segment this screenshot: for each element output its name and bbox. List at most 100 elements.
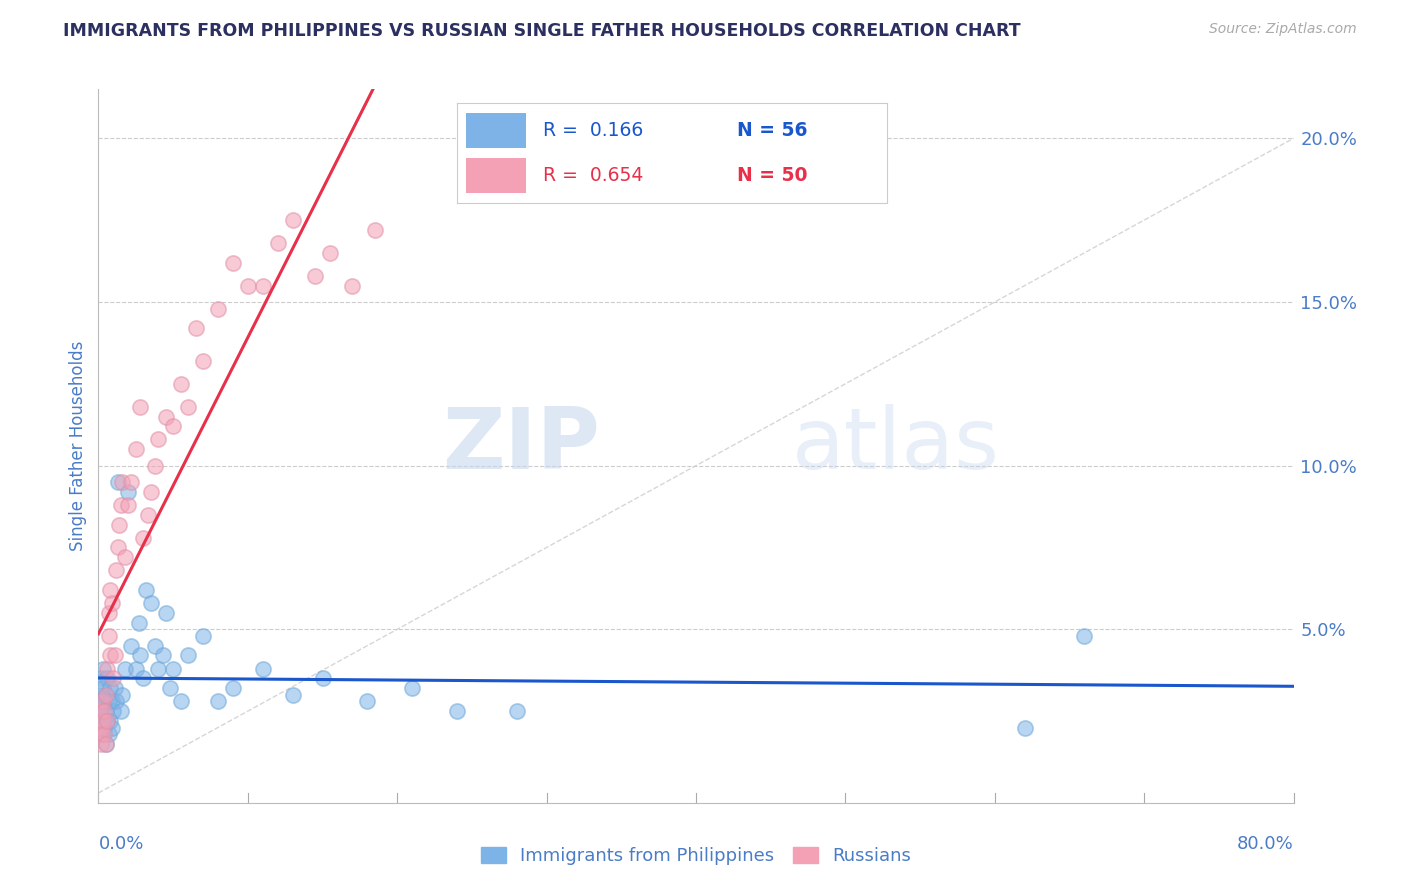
- Point: [98, 648, 122, 663]
- Point: [111, 688, 134, 702]
- Point: [91, 662, 114, 676]
- Point: [252, 662, 274, 676]
- Text: ZIP: ZIP: [443, 404, 600, 488]
- Point: [143, 639, 166, 653]
- Point: [207, 694, 229, 708]
- Point: [98, 582, 122, 597]
- Text: Source: ZipAtlas.com: Source: ZipAtlas.com: [1209, 22, 1357, 37]
- Point: [117, 484, 139, 499]
- Point: [111, 475, 134, 489]
- Point: [143, 458, 166, 473]
- Point: [110, 498, 132, 512]
- Point: [139, 596, 162, 610]
- Point: [177, 648, 200, 663]
- Point: [93, 698, 115, 712]
- Point: [101, 596, 124, 610]
- Text: atlas: atlas: [792, 404, 1000, 488]
- Point: [177, 400, 200, 414]
- Point: [191, 629, 214, 643]
- Point: [132, 672, 155, 686]
- Point: [96, 714, 118, 728]
- Text: 0.0%: 0.0%: [98, 835, 143, 853]
- Point: [91, 727, 114, 741]
- Point: [311, 672, 333, 686]
- Point: [120, 475, 142, 489]
- Point: [136, 508, 159, 522]
- Point: [94, 704, 117, 718]
- Point: [356, 694, 378, 708]
- Point: [129, 648, 152, 663]
- Point: [101, 694, 124, 708]
- Point: [91, 694, 114, 708]
- Point: [132, 531, 155, 545]
- Point: [97, 727, 120, 741]
- Point: [104, 648, 127, 663]
- Point: [94, 737, 117, 751]
- Point: [236, 278, 259, 293]
- Point: [91, 681, 114, 696]
- Point: [135, 582, 157, 597]
- Point: [364, 223, 387, 237]
- Point: [107, 475, 129, 489]
- Point: [94, 688, 117, 702]
- Point: [114, 550, 136, 565]
- Point: [89, 704, 111, 718]
- Point: [162, 662, 184, 676]
- Point: [281, 688, 304, 702]
- Point: [103, 704, 125, 718]
- Point: [129, 400, 152, 414]
- Y-axis label: Single Father Households: Single Father Households: [69, 341, 87, 551]
- Point: [90, 737, 112, 751]
- Point: [191, 354, 214, 368]
- Point: [128, 615, 150, 630]
- Point: [125, 442, 148, 457]
- Point: [97, 606, 120, 620]
- Point: [104, 681, 127, 696]
- Point: [96, 714, 118, 728]
- Point: [169, 376, 191, 391]
- Point: [110, 704, 132, 718]
- Point: [96, 662, 118, 676]
- Legend: Immigrants from Philippines, Russians: Immigrants from Philippines, Russians: [474, 839, 918, 872]
- Point: [139, 484, 162, 499]
- Point: [162, 419, 184, 434]
- Point: [94, 737, 117, 751]
- Point: [222, 255, 245, 269]
- Point: [90, 714, 112, 728]
- Point: [90, 721, 112, 735]
- Point: [506, 704, 529, 718]
- Point: [108, 517, 131, 532]
- Point: [401, 681, 423, 696]
- Point: [89, 704, 111, 718]
- Point: [105, 694, 128, 708]
- Point: [90, 694, 112, 708]
- Point: [89, 688, 111, 702]
- Point: [103, 672, 125, 686]
- Point: [89, 727, 111, 741]
- Point: [169, 694, 191, 708]
- Point: [304, 268, 326, 283]
- Point: [93, 727, 115, 741]
- Point: [342, 278, 364, 293]
- Point: [97, 629, 120, 643]
- Point: [90, 672, 112, 686]
- Point: [159, 681, 181, 696]
- Point: [93, 721, 115, 735]
- Point: [107, 541, 129, 555]
- Point: [155, 606, 177, 620]
- Point: [1073, 629, 1095, 643]
- Point: [281, 213, 304, 227]
- Point: [96, 672, 118, 686]
- Text: IMMIGRANTS FROM PHILIPPINES VS RUSSIAN SINGLE FATHER HOUSEHOLDS CORRELATION CHAR: IMMIGRANTS FROM PHILIPPINES VS RUSSIAN S…: [63, 22, 1021, 40]
- Point: [91, 714, 114, 728]
- Point: [101, 721, 124, 735]
- Point: [117, 498, 139, 512]
- Point: [114, 662, 136, 676]
- Point: [98, 681, 122, 696]
- Point: [148, 433, 170, 447]
- Point: [148, 662, 170, 676]
- Point: [105, 563, 128, 577]
- Point: [155, 409, 177, 424]
- Point: [97, 694, 120, 708]
- Point: [267, 235, 290, 250]
